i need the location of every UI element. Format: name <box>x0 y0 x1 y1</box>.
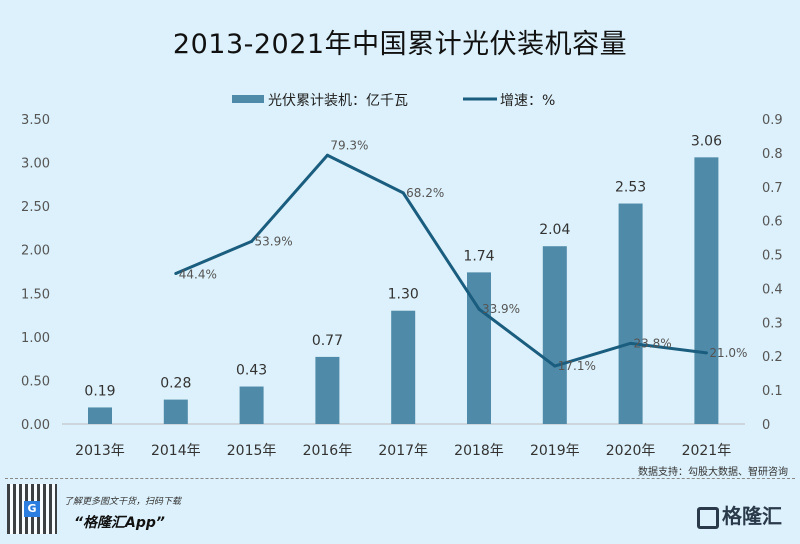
bar <box>542 246 567 424</box>
y-right-tick: 0.6 <box>762 215 783 230</box>
bar-label: 0.19 <box>84 383 115 399</box>
growth-line <box>175 153 707 368</box>
qr-logo-icon: G <box>24 501 40 517</box>
x-tick: 2021年 <box>682 443 732 459</box>
y-right-tick: 0.5 <box>762 249 783 264</box>
y-left-tick: 0.50 <box>21 374 50 389</box>
line-label: 23.8% <box>634 336 672 350</box>
line-label: 68.2% <box>406 186 444 200</box>
bar-label: 2.53 <box>615 180 646 196</box>
line-label: 33.9% <box>482 302 520 316</box>
y-right-tick: 0.4 <box>762 282 783 297</box>
line-label: 79.3% <box>330 138 368 152</box>
x-tick: 2020年 <box>606 443 656 459</box>
line-point <box>629 341 633 345</box>
bar <box>88 407 112 424</box>
x-tick: 2017年 <box>378 443 428 459</box>
legend-bar-label: 光伏累计装机：亿千瓦 <box>268 93 408 109</box>
line-label: 53.9% <box>255 234 293 248</box>
x-tick: 2019年 <box>530 443 580 459</box>
line-label: 44.4% <box>179 268 217 282</box>
logo-text: 格隆汇 <box>722 504 782 528</box>
y-left-tick: 3.00 <box>21 157 50 172</box>
y-right-tick: 0 <box>762 418 770 433</box>
line-point <box>704 351 708 355</box>
y-right-tick: 0.7 <box>762 181 783 196</box>
y-right-tick: 0.9 <box>762 113 783 128</box>
y-right-tick: 0.3 <box>762 316 783 331</box>
y-left-tick: 0.00 <box>21 418 50 433</box>
y-left-tick: 1.50 <box>21 287 50 302</box>
x-tick: 2018年 <box>454 443 504 459</box>
y-left-tick: 3.50 <box>21 113 50 128</box>
bar-label: 3.06 <box>691 133 722 149</box>
x-tick: 2013年 <box>75 443 125 459</box>
bar <box>694 157 719 425</box>
y-left-tick: 1.00 <box>21 331 50 346</box>
chart-title: 2013-2021年中国累计光伏装机容量 <box>172 29 628 60</box>
bar-label: 1.74 <box>463 248 494 264</box>
x-tick: 2016年 <box>303 443 353 459</box>
bar-label: 0.43 <box>236 363 267 379</box>
source-note: 数据支持：勾股大数据、智研咨询 <box>638 467 788 478</box>
logo-icon <box>697 506 719 529</box>
line-point <box>174 272 178 276</box>
bar <box>618 203 643 424</box>
brand-logo: 格隆汇 <box>697 500 782 529</box>
line-point <box>325 153 329 157</box>
bar <box>163 399 188 424</box>
line-point <box>250 239 254 243</box>
y-right-tick: 0.1 <box>762 384 783 399</box>
promo-text: 了解更多图文干货，扫码下载 <box>64 497 182 507</box>
line-point <box>477 307 481 311</box>
line-label: 17.1% <box>558 359 596 373</box>
line-point <box>401 191 405 195</box>
divider <box>5 478 795 479</box>
x-tick: 2014年 <box>151 443 201 459</box>
bar-label: 2.04 <box>539 222 570 238</box>
bar <box>315 356 340 424</box>
y-left-tick: 2.50 <box>21 200 50 215</box>
x-tick: 2015年 <box>227 443 277 459</box>
y-right-tick: 0.2 <box>762 350 783 365</box>
y-right-tick: 0.8 <box>762 147 783 162</box>
bar <box>239 386 264 424</box>
app-name: “格隆汇App” <box>74 515 165 531</box>
chart: 光伏累计装机：亿千瓦 增速：%0.000.501.001.502.002.503.… <box>21 93 783 459</box>
line-point <box>553 364 557 368</box>
legend-line-label: 增速：% <box>500 93 555 109</box>
line-label: 21.0% <box>709 346 747 360</box>
bar <box>391 310 416 424</box>
bar-label: 1.30 <box>388 287 419 303</box>
bar-label: 0.77 <box>312 333 343 349</box>
legend-bar-swatch <box>232 95 264 103</box>
bar-label: 0.28 <box>160 376 191 392</box>
y-left-tick: 2.00 <box>21 244 50 259</box>
